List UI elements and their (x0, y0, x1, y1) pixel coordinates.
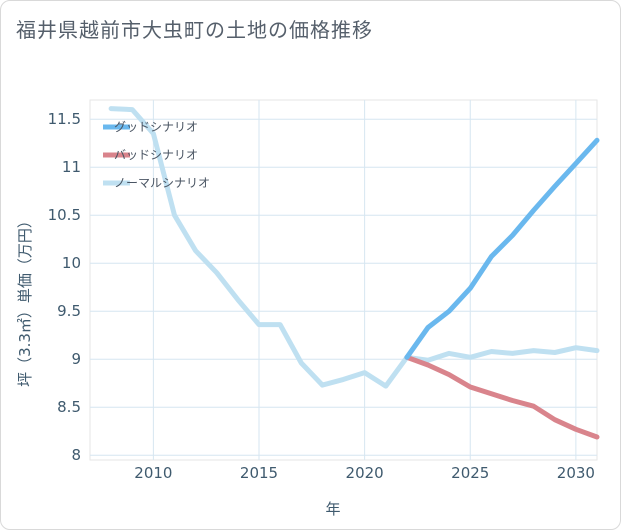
y-tick-label: 9 (71, 350, 81, 368)
legend-label: ノーマルシナリオ (114, 176, 210, 190)
y-tick-label: 11 (62, 158, 81, 176)
series-line-1 (404, 354, 600, 440)
y-tick-label: 10 (62, 254, 81, 272)
series-lines (108, 106, 600, 440)
y-tick-label: 9.5 (57, 302, 81, 320)
x-tick-label: 2020 (346, 464, 384, 482)
chart-title: 福井県越前市大虫町の土地の価格推移 (16, 18, 373, 42)
y-tick-label: 8.5 (57, 398, 81, 416)
series-line-0 (404, 137, 600, 360)
x-axis-ticks: 2010 2015 2020 2025 2030 (134, 464, 595, 482)
x-tick-label: 2025 (451, 464, 489, 482)
y-axis-title: 坪（3.3㎡）単価（万円） (16, 213, 34, 387)
y-tick-label: 8 (71, 446, 81, 464)
y-tick-label: 11.5 (48, 110, 81, 128)
legend-label: グッドシナリオ (114, 120, 198, 134)
series-line-2 (108, 106, 600, 389)
y-tick-label: 10.5 (48, 206, 81, 224)
x-axis-title: 年 (325, 500, 340, 518)
y-axis-ticks: 8 8.5 9 9.5 10 10.5 11 11.5 (48, 110, 81, 464)
x-tick-label: 2030 (557, 464, 595, 482)
x-tick-label: 2015 (240, 464, 278, 482)
legend-label: バッドシナリオ (114, 148, 198, 162)
x-tick-label: 2010 (134, 464, 172, 482)
